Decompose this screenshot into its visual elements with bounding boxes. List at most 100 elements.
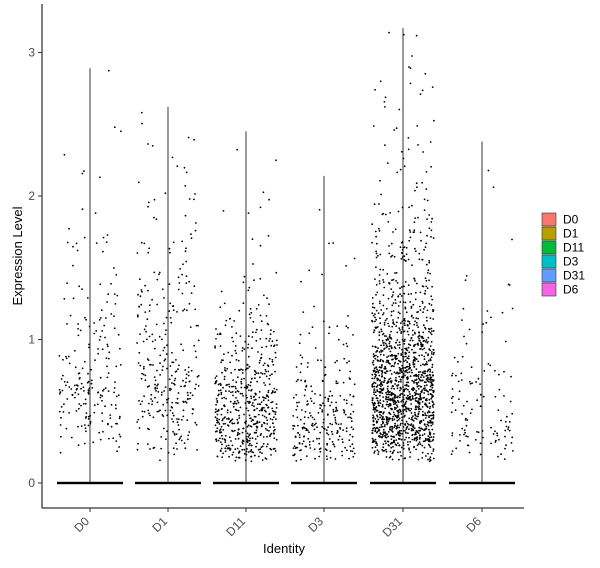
data-point — [94, 359, 96, 361]
data-point — [383, 381, 385, 384]
data-point — [406, 381, 408, 384]
data-point — [344, 446, 346, 449]
data-point — [405, 436, 408, 439]
legend-swatch-D0 — [541, 212, 557, 227]
data-point — [430, 421, 433, 424]
data-point — [86, 297, 89, 299]
data-point — [185, 373, 188, 376]
data-point — [216, 419, 219, 422]
data-point — [374, 326, 377, 329]
data-point — [426, 376, 429, 379]
data-point — [233, 402, 236, 405]
data-point — [385, 403, 388, 406]
data-point — [379, 379, 381, 382]
data-point — [374, 375, 377, 378]
data-point — [404, 374, 406, 377]
data-point — [421, 434, 424, 437]
data-point — [404, 438, 406, 441]
data-point — [331, 433, 334, 435]
data-point — [399, 410, 402, 413]
data-point — [118, 433, 121, 436]
data-point — [337, 338, 340, 341]
data-point — [107, 372, 110, 374]
data-point — [247, 439, 249, 442]
data-point — [269, 426, 272, 429]
data-point — [410, 427, 413, 430]
data-point — [424, 293, 426, 295]
data-point — [316, 437, 318, 440]
data-point — [187, 136, 190, 139]
data-point — [231, 385, 233, 388]
data-point — [391, 353, 393, 356]
data-point — [318, 442, 321, 445]
data-point — [221, 419, 224, 422]
data-point — [380, 388, 383, 391]
data-point — [237, 456, 240, 459]
data-point — [375, 250, 377, 253]
data-point — [235, 332, 238, 335]
data-point — [113, 327, 116, 330]
data-point — [503, 370, 505, 373]
data-point — [101, 399, 103, 402]
data-point — [407, 324, 409, 327]
legend-swatch-D31 — [541, 268, 557, 283]
data-point — [420, 376, 422, 379]
data-point — [346, 449, 348, 452]
data-point — [147, 205, 149, 208]
data-point — [381, 405, 384, 408]
data-point — [382, 360, 385, 363]
data-point — [228, 383, 230, 386]
data-point — [174, 371, 177, 373]
data-point — [235, 387, 237, 390]
data-point — [416, 125, 419, 127]
data-point — [249, 433, 251, 436]
data-point — [380, 344, 382, 347]
data-point — [97, 348, 99, 350]
data-point — [394, 357, 397, 359]
data-point — [398, 327, 401, 330]
data-point — [372, 360, 375, 362]
data-point — [272, 363, 275, 366]
data-point — [492, 186, 495, 189]
data-point — [384, 365, 386, 368]
data-point — [432, 374, 434, 376]
data-point — [430, 353, 433, 355]
data-point — [394, 422, 396, 425]
data-point — [74, 384, 76, 387]
data-point — [380, 415, 383, 417]
data-point — [498, 388, 501, 391]
data-point — [413, 323, 416, 326]
data-point — [274, 370, 276, 373]
data-point — [403, 317, 406, 320]
data-point — [426, 390, 428, 392]
data-point — [408, 371, 411, 373]
data-point — [427, 354, 429, 357]
data-point — [321, 410, 324, 413]
data-point — [415, 321, 418, 324]
data-point — [223, 375, 226, 378]
data-point — [349, 450, 352, 452]
data-point — [381, 448, 384, 451]
data-point — [237, 409, 240, 412]
data-point — [181, 240, 184, 243]
data-point — [406, 394, 409, 397]
data-point — [91, 387, 94, 389]
data-point — [222, 418, 224, 420]
data-point — [375, 366, 378, 369]
data-point — [243, 413, 245, 416]
data-point — [417, 406, 420, 409]
data-point — [450, 397, 453, 400]
data-point — [139, 364, 142, 367]
data-point — [423, 364, 426, 366]
data-point — [106, 234, 109, 236]
data-point — [374, 391, 377, 394]
data-point — [187, 374, 190, 377]
data-point — [254, 398, 257, 401]
data-point — [220, 425, 223, 428]
data-point — [376, 368, 378, 371]
data-point — [299, 371, 302, 374]
data-point — [384, 440, 386, 442]
data-point — [396, 387, 399, 390]
data-point — [140, 377, 143, 380]
data-point — [419, 443, 422, 446]
